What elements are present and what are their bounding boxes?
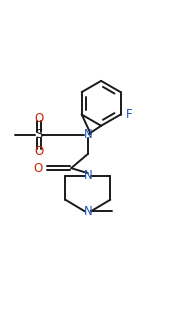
Text: N: N bbox=[83, 205, 92, 218]
Text: O: O bbox=[34, 145, 43, 158]
Text: S: S bbox=[35, 128, 42, 142]
Text: O: O bbox=[34, 162, 43, 175]
Text: N: N bbox=[83, 169, 92, 182]
Text: O: O bbox=[34, 112, 43, 125]
Text: F: F bbox=[126, 108, 132, 121]
Text: N: N bbox=[83, 128, 92, 142]
